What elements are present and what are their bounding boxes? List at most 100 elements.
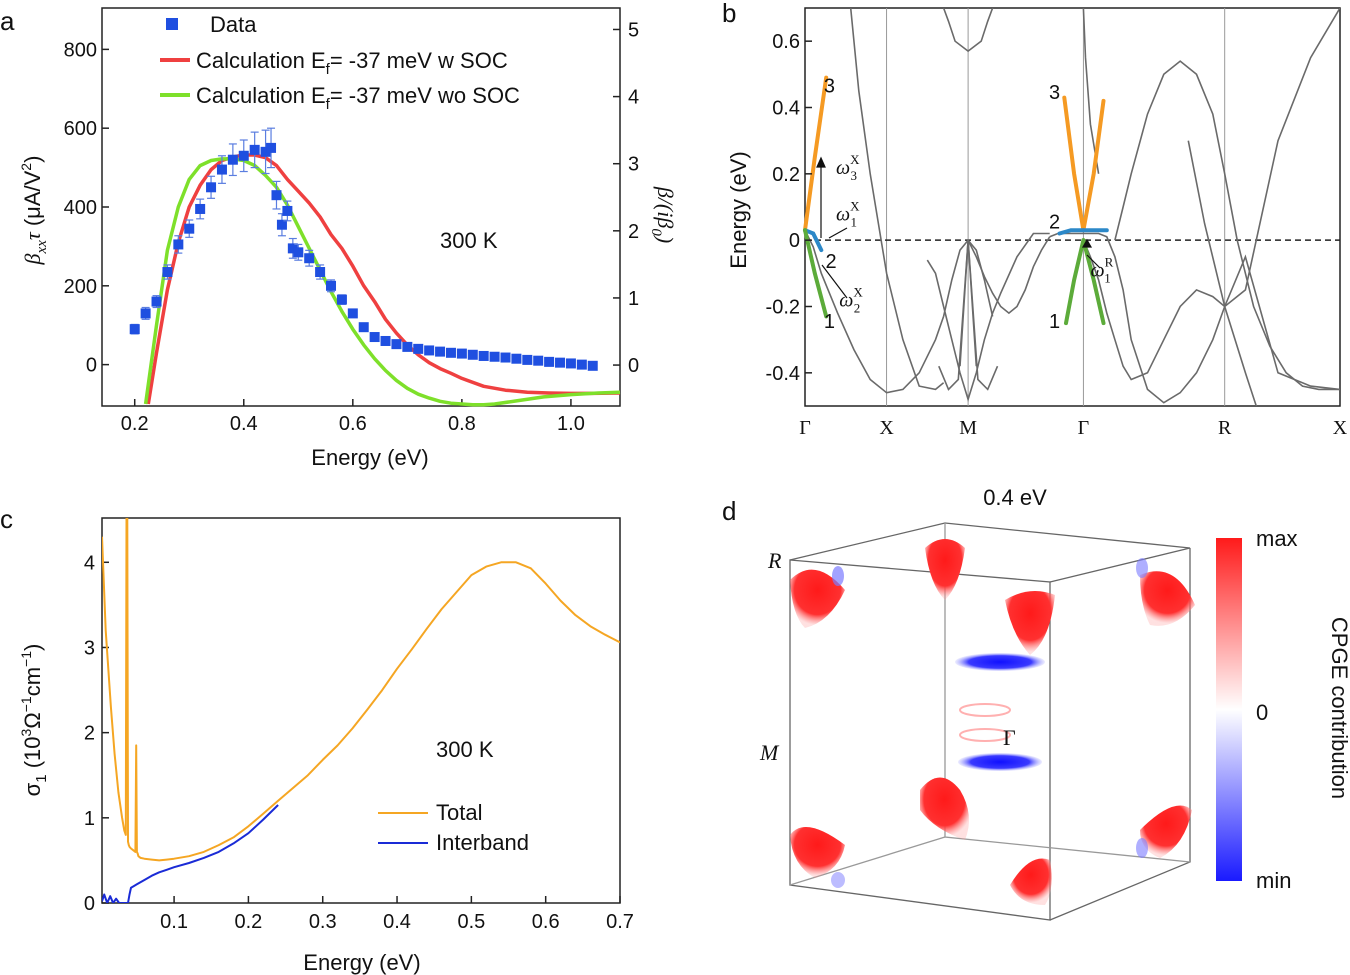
a-data-point	[347, 308, 358, 319]
a-y2tick-label: 2	[628, 221, 639, 243]
a-data-point	[576, 359, 587, 370]
panel-c-frame	[101, 517, 621, 904]
b-ytick-label: 0.2	[772, 164, 800, 186]
transition-label: ωX 3	[836, 152, 860, 183]
a-xtick-label: 1.0	[557, 413, 585, 435]
transition-arrows	[816, 156, 1101, 299]
a-xtick-label: 0.4	[230, 413, 258, 435]
colorbar-max-label: max	[1256, 526, 1298, 551]
band-11	[1187, 140, 1258, 406]
a-ytick-label: 200	[64, 276, 97, 298]
b-ytick-label: 0.6	[772, 31, 800, 53]
lobe-top-back	[925, 539, 965, 600]
a-data-point	[358, 322, 369, 333]
a-ytick-label: 600	[64, 118, 97, 140]
panel-a-x-ticks: 0.2 0.4 0.6 0.8 1.0	[121, 399, 585, 435]
a-data-point	[227, 154, 238, 165]
pointer-omega2x	[821, 264, 848, 299]
c-ytick-label: 0	[84, 893, 95, 915]
a-data-point	[293, 247, 304, 258]
panel-b-y-ticks: -0.4 -0.2 0 0.2 0.4 0.6	[766, 31, 812, 385]
k-point-label: Γ	[1078, 417, 1090, 439]
highlighted-band-8	[1081, 238, 1106, 326]
transition-label: ωR 1	[1090, 255, 1113, 286]
c-xtick-label: 0.6	[532, 911, 560, 933]
c-ytick-label: 1	[84, 808, 95, 830]
panel-c-label: c	[0, 504, 13, 534]
cpge-red-lobes	[790, 539, 1195, 905]
band-structure	[805, 8, 1340, 406]
band-number: 3	[824, 75, 835, 97]
k-point-label: R	[1218, 417, 1232, 439]
panel-c-y-label: σ1 (103Ω−1cm−1)	[18, 644, 50, 797]
transition-label: ωX 2	[839, 285, 863, 316]
band-8	[1049, 232, 1340, 404]
disc-lower	[958, 753, 1042, 771]
band-1	[805, 229, 945, 394]
b-ytick-label: 0.4	[772, 98, 800, 120]
c-series-line-1	[102, 804, 279, 903]
band-number: 2	[826, 251, 837, 273]
b-ytick-label: -0.4	[766, 363, 800, 385]
panel-d: d 0.4 eV	[722, 485, 1350, 921]
panel-b-symmetry-lines	[886, 8, 1226, 406]
a-data-point	[173, 239, 184, 250]
panel-c-x-ticks: 0.1 0.2 0.3 0.4 0.5 0.6 0.7	[160, 896, 634, 933]
lobe-bottom-back	[920, 777, 969, 840]
spot-right-bottom	[1136, 838, 1148, 858]
panel-b-frame	[804, 7, 1341, 407]
c-xtick-label: 0.2	[235, 911, 263, 933]
a-data-point	[424, 345, 435, 356]
a-data-point	[445, 347, 456, 358]
c-xtick-label: 0.5	[457, 911, 485, 933]
b-ytick-label: -0.2	[766, 297, 800, 319]
band-number: 1	[1049, 311, 1060, 333]
a-data-point	[287, 243, 298, 254]
panel-c-x-label: Energy (eV)	[303, 950, 420, 975]
a-data-point	[402, 341, 413, 352]
highlighted-band-1	[1062, 95, 1086, 233]
transition-labels: ωX 3 ωX 1 ωX 2 ωR 1	[836, 152, 1114, 316]
spot-left-top	[832, 566, 844, 586]
a-data-point	[266, 142, 277, 153]
a-data-point	[151, 296, 162, 307]
brillouin-cube	[789, 522, 1191, 921]
highlighted-band-6	[803, 228, 829, 319]
a-data-point	[249, 144, 260, 155]
k-point-label: M	[959, 417, 977, 439]
a-ytick-label: 0	[86, 355, 97, 377]
highlighted-bands	[803, 75, 1109, 326]
a-data-point	[489, 351, 500, 362]
band-number: 3	[1049, 82, 1060, 104]
arrowhead-omega3x	[816, 156, 826, 168]
band-number: 2	[1049, 211, 1060, 233]
legend-interband-label: Interband	[436, 830, 529, 855]
a-data-point	[336, 294, 347, 305]
cpge-blue-discs	[831, 558, 1148, 888]
label-R: R	[767, 548, 782, 573]
a-data-point	[555, 357, 566, 368]
c-xtick-label: 0.3	[309, 911, 337, 933]
c-xtick-label: 0.7	[606, 911, 634, 933]
a-xtick-label: 0.2	[121, 413, 149, 435]
a-data-point	[413, 343, 424, 354]
colorbar-title: CPGE contribution	[1327, 617, 1350, 799]
panel-c-temperature: 300 K	[436, 737, 494, 762]
a-data-point	[565, 358, 576, 369]
panel-d-label: d	[722, 496, 736, 526]
a-data-point	[500, 352, 511, 363]
a-data-point	[467, 349, 478, 360]
panel-a-x-label: Energy (eV)	[311, 445, 428, 470]
a-data-point	[271, 190, 282, 201]
a-data-point	[326, 280, 337, 291]
c-ytick-label: 3	[84, 637, 95, 659]
panel-c-legend: Total Interband	[378, 800, 529, 855]
band-10	[1114, 60, 1340, 391]
label-Gamma: Γ	[1003, 725, 1016, 750]
panel-c-series	[102, 518, 620, 903]
spot-left-bottom	[831, 872, 845, 888]
band-6	[967, 236, 1051, 315]
a-data-point	[391, 339, 402, 350]
